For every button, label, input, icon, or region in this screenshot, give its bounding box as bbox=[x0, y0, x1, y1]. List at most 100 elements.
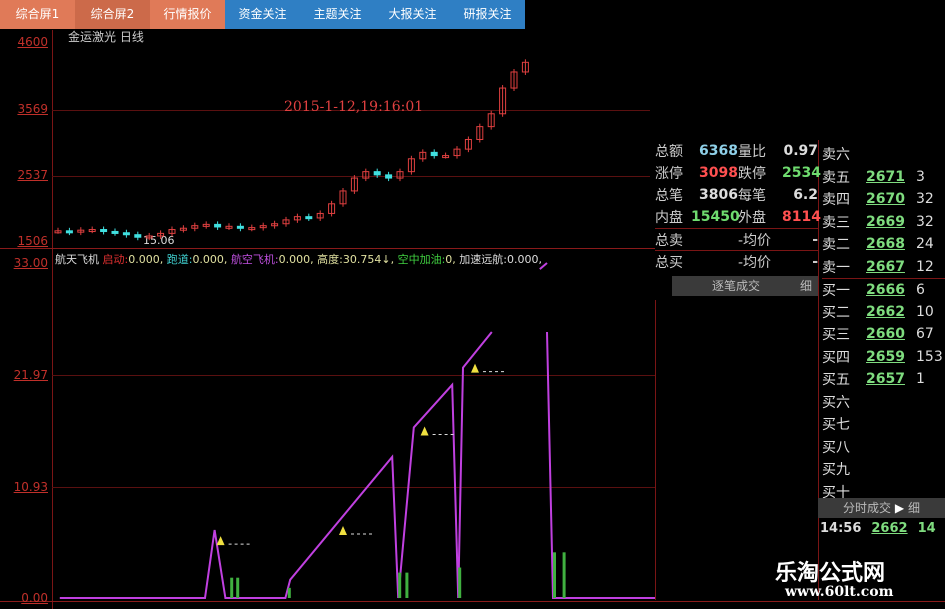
charts-svg bbox=[54, 59, 655, 599]
tab-bar: 综合屏1 综合屏2 行情报价 资金关注 主题关注 大报关注 研报关注 bbox=[0, 0, 535, 29]
indicator-param: 高度: bbox=[317, 253, 343, 266]
order-level: 买四 bbox=[822, 349, 850, 366]
indicator-tick: 21.97 bbox=[13, 368, 48, 382]
volume-bar bbox=[287, 587, 291, 598]
indicator-tick: 0.00 bbox=[21, 591, 48, 605]
order-row: 卖一 2667 12 bbox=[822, 256, 945, 279]
order-level: 买一 bbox=[822, 282, 850, 299]
order-row: 买九 bbox=[822, 458, 945, 481]
price-tick: 2537 bbox=[17, 168, 48, 182]
candle-body bbox=[248, 227, 256, 231]
candle-body bbox=[259, 225, 267, 229]
tab-research[interactable]: 研报关注 bbox=[450, 0, 525, 29]
volume-bar bbox=[405, 572, 409, 598]
indicator-param: 跑道: bbox=[166, 253, 193, 266]
info-label: 外盘 bbox=[738, 210, 766, 226]
order-row: 买四 2659 153 bbox=[822, 346, 945, 369]
info-label: 跌停 bbox=[738, 166, 766, 182]
grid-line bbox=[52, 487, 655, 488]
info-label: -均价 bbox=[738, 232, 772, 249]
order-row: 买十 bbox=[822, 481, 945, 504]
order-volume: 12 bbox=[916, 258, 934, 275]
divider bbox=[818, 140, 819, 600]
signal-triangle-icon bbox=[216, 536, 225, 546]
tab-themes[interactable]: 主题关注 bbox=[300, 0, 375, 29]
timestamp: 2015-1-12,19:16:01 bbox=[284, 99, 424, 115]
indicator-param-value: 0.000, bbox=[192, 253, 228, 266]
info-label: 总卖 bbox=[655, 232, 683, 249]
order-row: 买一 2666 6 bbox=[822, 278, 945, 301]
candle-body bbox=[316, 212, 324, 219]
info-row: 内盘 15450 外盘 8114 bbox=[655, 206, 821, 228]
indicator-line bbox=[59, 331, 493, 599]
info-label: 总买 bbox=[655, 254, 683, 271]
low-price-label: 15.06 bbox=[143, 234, 175, 247]
bottom-axis bbox=[0, 601, 945, 602]
tick-by-tick-tab[interactable]: 逐笔成交 细 bbox=[672, 276, 818, 296]
candle-body bbox=[499, 87, 507, 115]
tab-quotes[interactable]: 行情报价 bbox=[150, 0, 225, 29]
indicator-param: 空中加油: bbox=[397, 253, 446, 266]
price-tick: 4600 bbox=[17, 35, 48, 49]
order-volume: 10 bbox=[916, 303, 934, 320]
candle-body bbox=[191, 225, 199, 229]
candle-body bbox=[293, 216, 301, 221]
order-price: 2668 bbox=[866, 236, 905, 253]
volume-bar bbox=[553, 552, 556, 598]
play-icon: ▶ bbox=[894, 501, 905, 515]
chart-title: 金运激光 日线 bbox=[68, 30, 144, 44]
order-level: 买三 bbox=[822, 327, 850, 344]
order-row: 卖五 2671 3 bbox=[822, 166, 945, 189]
order-level: 买五 bbox=[822, 372, 850, 389]
candle-body bbox=[271, 223, 279, 227]
indicator-line bbox=[539, 262, 548, 270]
candle-body bbox=[282, 219, 290, 225]
tab-screen2[interactable]: 综合屏2 bbox=[75, 0, 150, 29]
intraday-trades-tab[interactable]: 分时成交 ▶ 细 bbox=[818, 498, 945, 518]
latest-trade: 14:56 2662 14 2 bbox=[820, 521, 945, 536]
indicator-plot bbox=[59, 262, 655, 599]
tab-screen1[interactable]: 综合屏1 bbox=[0, 0, 75, 29]
info-value: 3098 bbox=[699, 165, 738, 181]
candle-body bbox=[225, 225, 233, 229]
order-price: 2670 bbox=[866, 191, 905, 208]
info-label: 每笔 bbox=[738, 188, 766, 204]
grid-line bbox=[52, 110, 650, 111]
indicator-param-value: 30.754↓, bbox=[342, 253, 395, 266]
candle-body bbox=[419, 151, 427, 160]
order-level: 卖五 bbox=[822, 169, 850, 186]
candle-body bbox=[328, 203, 336, 214]
tab-funds[interactable]: 资金关注 bbox=[225, 0, 300, 29]
volume-bar bbox=[230, 577, 234, 598]
tab-big-reports[interactable]: 大报关注 bbox=[375, 0, 450, 29]
candle-body bbox=[54, 230, 62, 234]
detail-label: 细 bbox=[799, 279, 812, 293]
indicator-tick: 33.00 bbox=[13, 256, 48, 270]
candle-body bbox=[339, 190, 347, 205]
order-row: 卖六 bbox=[822, 143, 945, 166]
order-row: 买六 bbox=[822, 391, 945, 414]
watermark-name: 乐淘公式网 bbox=[775, 560, 886, 586]
trade-volume: 14 bbox=[917, 521, 936, 536]
order-level: 买十 bbox=[822, 484, 850, 501]
indicator-param: 加速远航: bbox=[459, 253, 508, 266]
info-value: 2534 bbox=[782, 165, 821, 181]
info-row: 涨停 3098 跌停 2534 bbox=[655, 162, 821, 184]
order-level: 卖二 bbox=[822, 237, 850, 254]
indicator-param-value: 0.000, bbox=[507, 253, 543, 266]
candle-body bbox=[122, 232, 130, 236]
info-row: 总卖 -均价 - bbox=[655, 228, 818, 250]
candle-body bbox=[100, 229, 108, 233]
candle-body bbox=[88, 229, 96, 233]
price-tick: 3569 bbox=[17, 102, 48, 116]
candle-body bbox=[487, 113, 495, 128]
candle-body bbox=[145, 235, 153, 239]
info-value: 0.97 bbox=[783, 143, 818, 159]
info-row: 总笔 3806 每笔 6.2 bbox=[655, 184, 818, 206]
candle-body bbox=[350, 177, 358, 192]
candle-body bbox=[214, 223, 222, 228]
indicator-param-value: 0.000, bbox=[128, 253, 164, 266]
order-level: 买七 bbox=[822, 417, 850, 434]
volume-bar bbox=[458, 567, 462, 598]
watermark-url: www.60lt.com bbox=[785, 584, 894, 600]
